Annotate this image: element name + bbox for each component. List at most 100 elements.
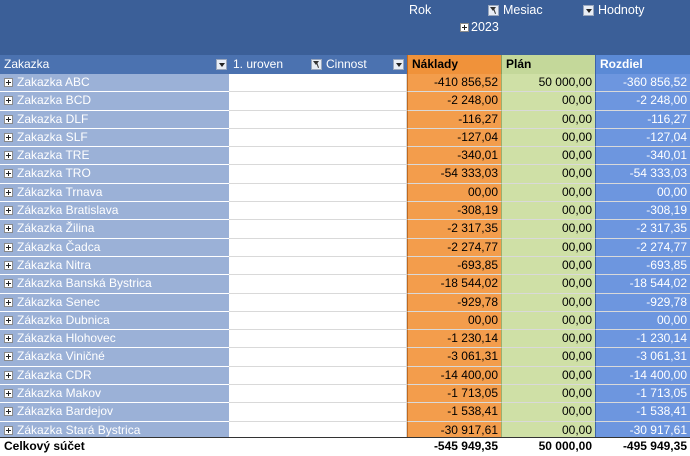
empty-cell: [229, 147, 407, 166]
naklady-cell: -308,19: [407, 202, 501, 221]
grand-total-naklady: -545 949,35: [433, 439, 498, 453]
zakazka-dropdown-icon[interactable]: [216, 59, 227, 70]
expand-plus-icon[interactable]: [4, 169, 13, 179]
expand-plus-icon[interactable]: [4, 224, 13, 234]
zakazka-cell[interactable]: Zákazka Žilina: [0, 220, 229, 239]
zakazka-cell[interactable]: Zákazka Makov: [0, 385, 229, 404]
empty-cell: [229, 128, 407, 148]
naklady-cell: -1 230,14: [407, 330, 501, 349]
mesiac-field-label[interactable]: Mesiac: [503, 3, 543, 17]
rozdiel-cell: -929,78: [595, 293, 690, 312]
table-row: Zákazka Čadca -2 274,77 00,00 -2 274,77: [0, 238, 690, 257]
expand-plus-icon[interactable]: [4, 389, 13, 399]
expand-plus-icon[interactable]: [4, 78, 13, 87]
expand-plus-icon[interactable]: [4, 279, 13, 289]
expand-plus-icon[interactable]: [4, 187, 13, 197]
zakazka-cell[interactable]: Zakazka TRE: [0, 147, 229, 166]
year-expand-icon[interactable]: [460, 23, 469, 32]
plan-cell: 50 000,00: [501, 74, 595, 93]
expand-plus-icon[interactable]: [4, 96, 13, 106]
naklady-cell: -54 333,03: [407, 165, 501, 184]
table-row: Zakazka ABC -410 856,52 50 000,00 -360 856,…: [0, 74, 690, 93]
naklady-cell: 00,00: [407, 311, 501, 331]
zakazka-cell[interactable]: Zákazka Trnava: [0, 183, 229, 203]
naklady-cell: -18 544,02: [407, 275, 501, 294]
naklady-cell: -2 248,00: [407, 92, 501, 111]
expand-plus-icon[interactable]: [4, 114, 13, 124]
cinnost-dropdown-icon[interactable]: [393, 59, 404, 70]
zakazka-name: Zákazka Žilina: [17, 221, 95, 236]
table-row: Zakazka BCD -2 248,00 00,00 -2 248,00: [0, 92, 690, 111]
zakazka-cell[interactable]: Zákazka Banská Bystrica: [0, 275, 229, 294]
zakazka-name: Zákazka Banská Bystrica: [17, 276, 152, 291]
expand-plus-icon[interactable]: [4, 297, 13, 307]
table-row: Zákazka Bratislava -308,19 00,00 -308,19: [0, 202, 690, 221]
naklady-cell: -410 856,52: [407, 74, 501, 93]
hodnoty-field-label[interactable]: Hodnoty: [598, 3, 645, 17]
expand-plus-icon[interactable]: [4, 425, 13, 435]
plan-cell: 00,00: [501, 256, 595, 276]
plan-cell: 00,00: [501, 220, 595, 239]
expand-plus-icon[interactable]: [4, 206, 13, 216]
zakazka-cell[interactable]: Zakazka DLF: [0, 110, 229, 129]
zakazka-cell[interactable]: Zákazka Senec: [0, 293, 229, 312]
grand-total-row: Celkový súčet -545 949,35 50 000,00 -495…: [0, 437, 690, 456]
grand-total-label: Celkový súčet: [4, 439, 85, 453]
rozdiel-cell: -3 061,31: [595, 348, 690, 367]
zakazka-name: Zákazka Dubnica: [17, 312, 110, 327]
empty-cell: [229, 330, 407, 349]
table-row: Zákazka Stará Bystrica -30 917,61 00,00 -30…: [0, 421, 690, 440]
zakazka-cell[interactable]: Zákazka Stará Bystrica: [0, 421, 229, 440]
expand-plus-icon[interactable]: [4, 242, 13, 252]
plan-cell: 00,00: [501, 348, 595, 367]
plan-cell: 00,00: [501, 403, 595, 422]
plan-cell: 00,00: [501, 128, 595, 148]
zakazka-header: Zakazka: [0, 55, 229, 74]
empty-cell: [229, 220, 407, 239]
rozdiel-cell: 00,00: [595, 311, 690, 331]
zakazka-cell[interactable]: Zákazka Hlohovec: [0, 330, 229, 349]
zakazka-cell[interactable]: Zakazka ABC: [0, 74, 229, 93]
rozdiel-cell: -1 538,41: [595, 403, 690, 422]
expand-plus-icon[interactable]: [4, 352, 13, 362]
cinnost-filter-icon[interactable]: [311, 59, 322, 70]
zakazka-name: Zákazka Hlohovec: [17, 331, 116, 346]
expand-plus-icon[interactable]: [4, 370, 13, 380]
empty-cell: [229, 74, 407, 93]
zakazka-cell[interactable]: Zákazka Dubnica: [0, 311, 229, 331]
expand-plus-icon[interactable]: [4, 334, 13, 344]
expand-plus-icon[interactable]: [4, 260, 13, 270]
naklady-cell: -14 400,00: [407, 366, 501, 386]
zakazka-name: Zákazka Stará Bystrica: [17, 422, 141, 437]
zakazka-cell[interactable]: Zakazka BCD: [0, 92, 229, 111]
expand-plus-icon[interactable]: [4, 315, 13, 325]
zakazka-cell[interactable]: Zákazka Bratislava: [0, 202, 229, 221]
mesiac-filter-icon[interactable]: [488, 5, 499, 16]
year-label: 2023: [471, 20, 499, 34]
expand-plus-icon[interactable]: [4, 132, 13, 142]
table-row: Zakazka DLF -116,27 00,00 -116,27: [0, 110, 690, 129]
zakazka-name: Zákazka Bardejov: [17, 404, 114, 419]
plan-header: Plán: [501, 55, 595, 74]
naklady-cell: -1 538,41: [407, 403, 501, 422]
expand-plus-icon[interactable]: [4, 407, 13, 417]
plan-cell: 00,00: [501, 311, 595, 331]
zakazka-name: Zákazka Viničné: [17, 349, 105, 364]
zakazka-cell[interactable]: Zákazka Nitra: [0, 256, 229, 276]
zakazka-cell[interactable]: Zakazka TRO: [0, 165, 229, 184]
zakazka-cell[interactable]: Zakazka SLF: [0, 128, 229, 148]
zakazka-cell[interactable]: Zákazka Čadca: [0, 238, 229, 257]
naklady-cell: -929,78: [407, 293, 501, 312]
rozdiel-cell: -1 713,05: [595, 385, 690, 404]
zakazka-cell[interactable]: Zákazka Bardejov: [0, 403, 229, 422]
plan-cell: 00,00: [501, 92, 595, 111]
rozdiel-cell: -2 248,00: [595, 92, 690, 111]
zakazka-header-label: Zakazka: [4, 57, 50, 71]
naklady-cell: -1 713,05: [407, 385, 501, 404]
hodnoty-dropdown-icon[interactable]: [583, 5, 594, 16]
expand-plus-icon[interactable]: [4, 151, 13, 161]
naklady-cell: -693,85: [407, 256, 501, 276]
zakazka-cell[interactable]: Zákazka CDR: [0, 366, 229, 386]
zakazka-cell[interactable]: Zákazka Viničné: [0, 348, 229, 367]
